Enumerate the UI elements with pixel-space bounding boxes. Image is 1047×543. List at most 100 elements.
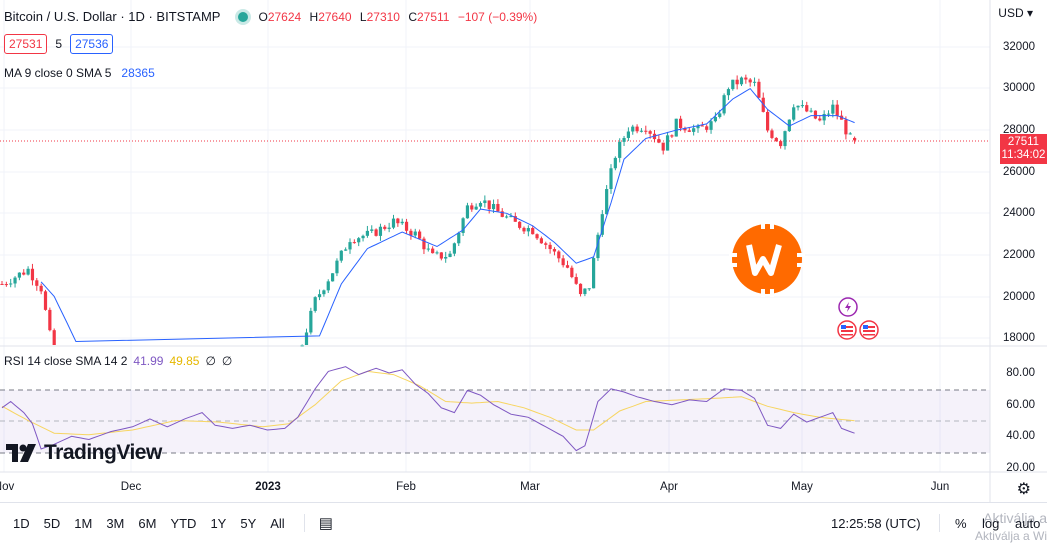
candle-body	[548, 244, 552, 250]
ma-line	[40, 87, 855, 343]
ma-legend-value: 28365	[121, 66, 155, 80]
symbol-title[interactable]: Bitcoin / U.S. Dollar · 1D · BITSTAMP	[4, 9, 221, 24]
bottom-toolbar: 1D 5D 1M 3M 6M YTD 1Y 5Y All ▤ 12:25:58 …	[0, 502, 1047, 543]
settings-gear-icon[interactable]: ⚙	[1016, 481, 1031, 498]
candle-body	[4, 284, 8, 286]
candle-body	[531, 228, 535, 235]
candle-body	[452, 243, 456, 254]
us-flag-event-icon[interactable]	[837, 320, 857, 340]
rsi-tick: 40.00	[1006, 430, 1035, 442]
candle-body	[648, 131, 652, 134]
candle-body	[565, 265, 570, 268]
market-open-icon	[238, 11, 249, 22]
candle-body	[544, 243, 548, 245]
rsi-value: 41.99	[133, 354, 164, 368]
candle-body	[713, 116, 717, 122]
candle-body	[557, 251, 561, 259]
candle-body	[552, 249, 557, 252]
candle-body	[622, 137, 626, 142]
candle-body	[783, 131, 787, 147]
candle-body	[853, 137, 857, 141]
candle-body	[766, 111, 770, 131]
candle-body	[370, 229, 374, 231]
symbol-legend[interactable]: Bitcoin / U.S. Dollar · 1D · BITSTAMP O2…	[4, 9, 537, 24]
rsi-legend[interactable]: RSI 14 close SMA 14 2 41.99 49.85 ∅ ∅	[4, 354, 232, 368]
lightning-event-icon[interactable]	[838, 297, 858, 317]
range-1m[interactable]: 1M	[74, 515, 93, 531]
candle-body	[774, 137, 778, 142]
ma-legend[interactable]: MA 9 close 0 SMA 5 28365	[4, 66, 155, 80]
candle-body	[43, 291, 48, 310]
candle-body	[422, 238, 426, 250]
rsi-sma-line	[1, 370, 855, 436]
time-tick: Dec	[120, 481, 142, 493]
spread: 5	[55, 37, 63, 51]
log-scale-toggle[interactable]: log	[982, 515, 1000, 531]
time-tick: May	[791, 481, 813, 493]
time-tick: Mar	[520, 481, 540, 493]
candle-body	[383, 226, 387, 229]
candle-body	[700, 125, 704, 127]
candle-body	[679, 118, 683, 128]
range-ytd[interactable]: YTD	[170, 515, 197, 531]
range-5d[interactable]: 5D	[43, 515, 61, 531]
rsi-extra-1: ∅	[205, 354, 216, 368]
candle-body	[418, 231, 422, 239]
date-range-calendar-icon[interactable]: ▤	[318, 515, 333, 532]
candle-body	[731, 79, 735, 90]
candle-body	[526, 228, 530, 232]
utc-clock[interactable]: 12:25:58 (UTC)	[831, 515, 921, 531]
candle-body	[718, 113, 722, 117]
currency-selector[interactable]: USD ▾	[998, 6, 1033, 20]
range-3m[interactable]: 3M	[106, 515, 125, 531]
candle-body	[391, 218, 396, 228]
candle-body	[491, 203, 496, 210]
rsi-legend-label: RSI 14 close SMA 14 2	[4, 354, 128, 368]
time-tick: Jun	[930, 481, 950, 493]
candle-body	[404, 221, 409, 231]
candle-body	[317, 294, 322, 298]
candle-body	[413, 231, 417, 236]
candle-body	[644, 130, 648, 132]
ma-legend-label: MA 9 close 0 SMA 5	[4, 66, 112, 80]
range-6m[interactable]: 6M	[138, 515, 157, 531]
candle-body	[822, 113, 826, 121]
range-all[interactable]: All	[270, 515, 285, 531]
price-tick: 18000	[1003, 332, 1035, 344]
candle-body	[9, 283, 13, 285]
bid-price[interactable]: 27531	[4, 34, 48, 54]
price-tick: 26000	[1003, 166, 1035, 178]
candle-body	[570, 267, 574, 278]
candle-body	[726, 89, 731, 96]
candle-body	[339, 250, 343, 261]
candle-body	[665, 135, 670, 151]
candle-body	[26, 268, 30, 275]
us-flag-event-icon-2[interactable]	[859, 320, 879, 340]
candle-body	[609, 168, 613, 190]
candle-body	[335, 260, 339, 274]
range-1d[interactable]: 1D	[13, 515, 30, 531]
candle-body	[848, 133, 852, 135]
candle-body	[400, 221, 404, 224]
range-1y[interactable]: 1Y	[210, 515, 227, 531]
price-tick: 30000	[1003, 82, 1035, 94]
candle-body	[35, 280, 39, 286]
candle-body	[387, 227, 391, 229]
candle-body	[304, 332, 309, 345]
percent-scale-toggle[interactable]: %	[955, 515, 967, 531]
price-tick: 32000	[1003, 41, 1035, 53]
candle-body	[787, 119, 791, 132]
time-tick: Feb	[396, 481, 416, 493]
candle-body	[22, 272, 26, 275]
candle-body	[17, 272, 21, 278]
range-5y[interactable]: 5Y	[240, 515, 257, 531]
candle-body	[513, 216, 517, 222]
candle-body	[374, 229, 378, 236]
auto-scale-toggle[interactable]: auto	[1015, 515, 1041, 531]
candle-body	[344, 249, 348, 251]
tradingview-logo-text: TradingView	[44, 441, 162, 464]
ask-price[interactable]: 27536	[70, 34, 114, 54]
rsi-sma-value: 49.85	[169, 354, 200, 368]
